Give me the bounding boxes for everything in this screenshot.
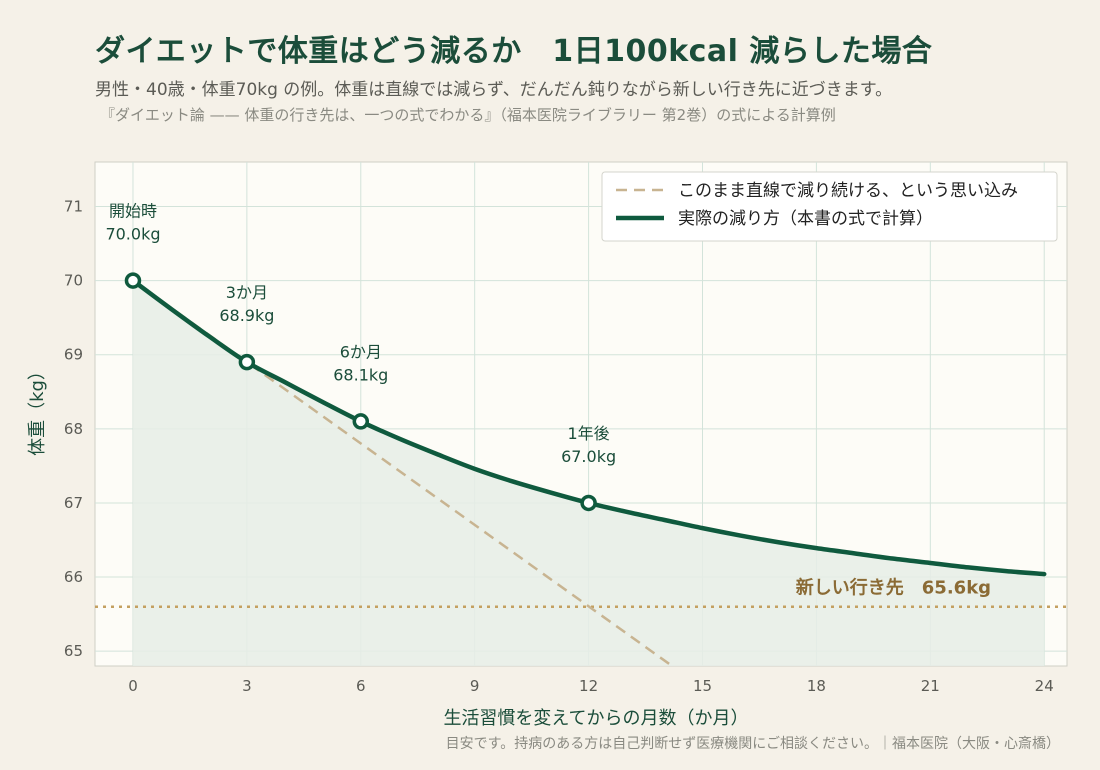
y-tick-label: 69 xyxy=(64,346,83,364)
y-tick-label: 70 xyxy=(64,272,83,290)
x-tick-label: 15 xyxy=(693,677,712,695)
legend-box xyxy=(601,171,1058,242)
x-tick-label: 18 xyxy=(807,677,826,695)
milestone-value: 68.9kg xyxy=(219,306,274,325)
x-axis-ticks: 0 3 6 9 12 15 18 21 24 xyxy=(128,677,1054,695)
target-label: 新しい行き先 65.6kg xyxy=(796,577,991,599)
milestone-marker xyxy=(580,494,597,512)
area-under-curve xyxy=(132,280,1045,666)
x-axis-title: 生活習慣を変えてからの月数（か月） xyxy=(443,708,748,729)
x-tick-label: 12 xyxy=(579,677,598,695)
milestone-marker xyxy=(352,413,370,430)
y-tick-label: 71 xyxy=(64,197,83,215)
y-tick-label: 65 xyxy=(64,642,83,660)
x-tick-label: 3 xyxy=(242,677,252,695)
legend: このまま直線で減り続ける、という思い込み 実際の減り方（本書の式で計算） xyxy=(601,171,1058,242)
y-axis-title: 体重（kg） xyxy=(27,362,48,456)
x-tick-label: 0 xyxy=(128,677,138,695)
x-tick-label: 6 xyxy=(356,677,366,695)
source-note: 『ダイエット論 —— 体重の行き先は、一つの式でわかる』（福本医院ライブラリー … xyxy=(100,106,836,124)
chart-subtitle: 男性・40歳・体重70kg の例。体重は直線では減らず、だんだん鈍りながら新しい… xyxy=(95,80,893,100)
legend-naive-label: このまま直線で減り続ける、という思い込み xyxy=(678,181,1018,201)
milestone-annotations: 開始時 70.0kg 3か月 68.9kg 6か月 68.1kg 1年後 67.0kg xyxy=(105,202,616,466)
y-tick-label: 67 xyxy=(64,494,83,512)
footer-note: 目安です。持病のある方は自己判断せず医療機関にご相談ください。｜福本医院（大阪・… xyxy=(445,736,1060,752)
y-tick-label: 66 xyxy=(64,568,83,586)
milestone-marker xyxy=(124,272,142,289)
x-tick-label: 9 xyxy=(470,677,480,695)
milestone-label: 1年後 xyxy=(568,424,610,443)
milestone-label: 6か月 xyxy=(340,342,382,361)
milestone-value: 68.1kg xyxy=(333,365,388,384)
milestone-value: 67.0kg xyxy=(561,447,616,466)
legend-actual-label: 実際の減り方（本書の式で計算） xyxy=(678,209,933,229)
x-tick-label: 24 xyxy=(1035,677,1054,695)
milestone-value: 70.0kg xyxy=(105,225,160,244)
x-tick-label: 21 xyxy=(921,677,940,695)
y-axis-ticks: 65 66 67 68 69 70 71 xyxy=(64,197,83,660)
y-tick-label: 68 xyxy=(64,420,83,438)
chart-title: ダイエットで体重はどう減るか 1日100kcal 減らした場合 xyxy=(95,34,933,69)
milestone-label: 3か月 xyxy=(226,283,268,302)
milestone-markers xyxy=(124,272,597,512)
milestone-label: 開始時 xyxy=(109,202,157,221)
milestone-marker xyxy=(238,353,256,371)
